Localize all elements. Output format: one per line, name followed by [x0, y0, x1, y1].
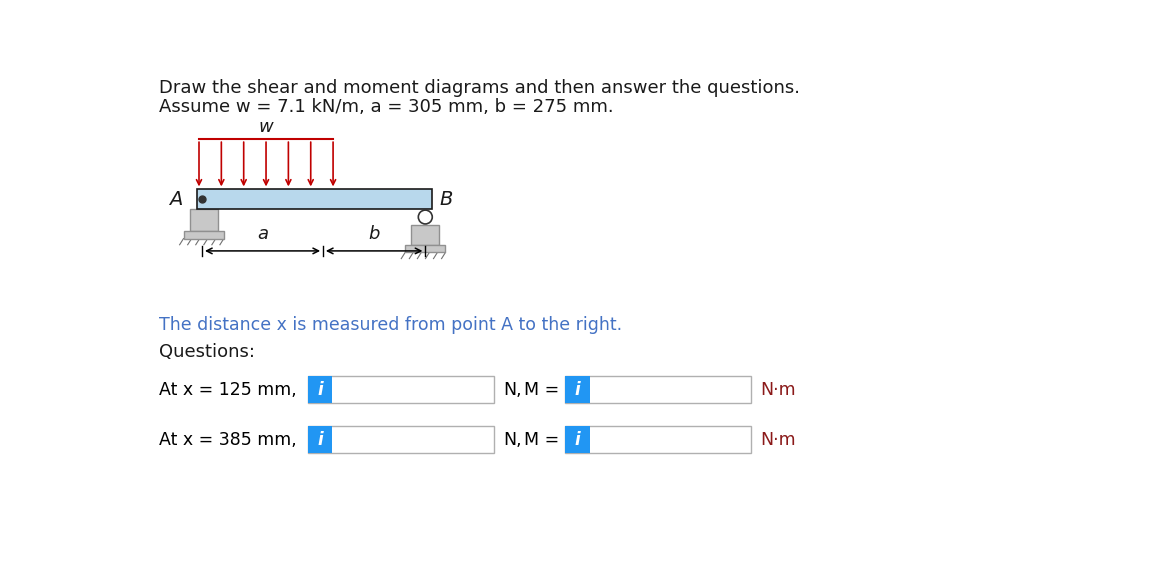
- Text: Draw the shear and moment diagrams and then answer the questions.: Draw the shear and moment diagrams and t…: [159, 79, 800, 97]
- Text: i: i: [574, 381, 580, 399]
- Text: b: b: [368, 225, 380, 243]
- Bar: [183, 231, 223, 238]
- Text: a: a: [257, 225, 267, 243]
- Bar: [565, 426, 750, 454]
- Bar: [565, 375, 750, 403]
- Bar: [308, 426, 493, 454]
- Circle shape: [418, 210, 432, 224]
- Bar: [565, 375, 589, 403]
- Bar: [308, 426, 332, 454]
- Bar: [308, 375, 493, 403]
- Bar: [405, 245, 446, 252]
- Text: M =: M =: [525, 431, 559, 448]
- Bar: [190, 209, 218, 231]
- Text: i: i: [317, 381, 323, 399]
- Text: At x = 385 mm,   V =: At x = 385 mm, V =: [159, 431, 345, 448]
- Bar: [411, 224, 439, 245]
- Text: M =: M =: [525, 381, 559, 399]
- Text: B: B: [439, 190, 453, 209]
- Text: N·m: N·m: [760, 431, 796, 448]
- Text: N·m: N·m: [760, 381, 796, 399]
- Text: At x = 125 mm,   V =: At x = 125 mm, V =: [159, 381, 345, 399]
- Bar: [198, 189, 432, 209]
- Text: N,: N,: [503, 381, 521, 399]
- Text: Assume w = 7.1 kN/m, a = 305 mm, b = 275 mm.: Assume w = 7.1 kN/m, a = 305 mm, b = 275…: [159, 98, 614, 115]
- Text: A: A: [169, 190, 182, 209]
- Text: i: i: [574, 431, 580, 448]
- Bar: [308, 375, 332, 403]
- Text: N,: N,: [503, 431, 521, 448]
- Text: i: i: [317, 431, 323, 448]
- Text: The distance x is measured from point A to the right.: The distance x is measured from point A …: [159, 317, 622, 335]
- Text: w: w: [258, 118, 273, 136]
- Text: Questions:: Questions:: [159, 343, 255, 361]
- Bar: [565, 426, 589, 454]
